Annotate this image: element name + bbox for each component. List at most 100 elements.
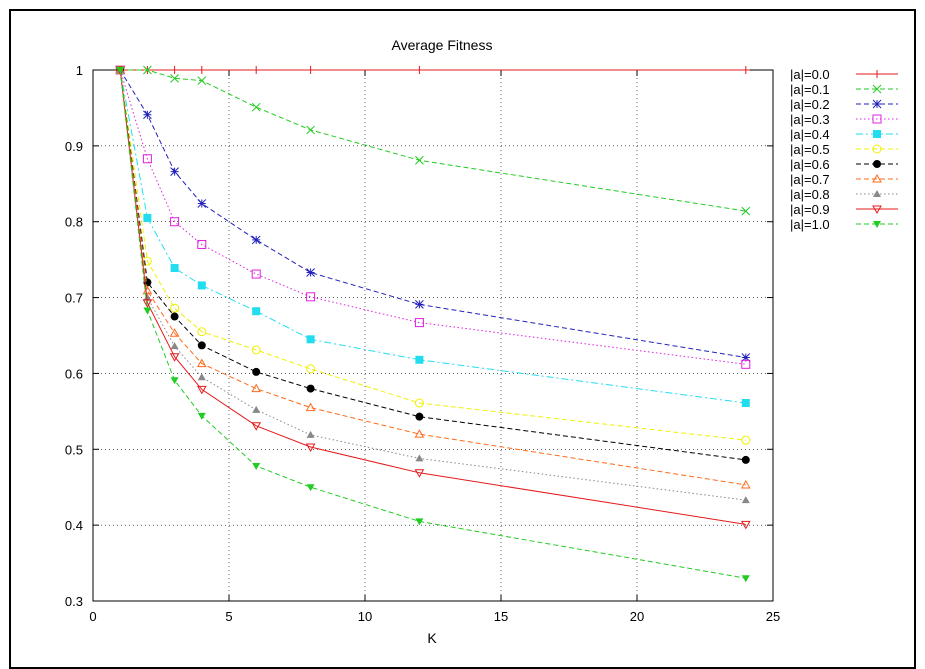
data-point: [415, 155, 424, 165]
data-point: [741, 206, 751, 216]
series-0: [116, 66, 750, 74]
series-10: [116, 67, 750, 583]
data-point: [415, 355, 424, 364]
data-point: [414, 429, 425, 438]
data-point: [170, 312, 179, 321]
y-tick-label: 0.5: [65, 442, 83, 457]
data-point: [197, 239, 207, 249]
legend-label: |a|=1.0: [790, 217, 830, 232]
data-point: [197, 76, 207, 85]
x-tick-label: 20: [630, 609, 644, 624]
x-tick-label: 25: [766, 609, 780, 624]
data-point: [306, 268, 315, 277]
data-point: [741, 435, 751, 445]
data-point: [197, 281, 206, 290]
data-point: [169, 353, 180, 362]
legend-label: |a|=0.1: [790, 82, 830, 97]
y-tick-label: 0.9: [65, 139, 83, 154]
data-point: [197, 199, 207, 208]
data-point: [415, 518, 424, 526]
series-5: [115, 65, 751, 445]
legend: |a|=0.0|a|=0.1|a|=0.2|a|=0.3|a|=0.4|a|=0…: [790, 67, 898, 232]
data-point: [306, 364, 316, 374]
series-3: [115, 65, 751, 369]
data-point: [252, 405, 261, 413]
data-point: [170, 342, 179, 350]
legend-label: |a|=0.3: [790, 112, 830, 127]
data-point: [306, 484, 315, 492]
data-point: [197, 412, 206, 420]
data-point: [414, 318, 424, 328]
data-point: [741, 399, 750, 408]
data-point: [741, 455, 750, 464]
series-line: [119, 69, 746, 365]
x-axis-label: K: [427, 630, 437, 646]
data-point: [740, 520, 751, 530]
legend-label: |a|=0.5: [790, 142, 830, 157]
legend-item: |a|=0.1: [790, 82, 898, 97]
data-point: [196, 385, 207, 395]
legend-item: |a|=0.7: [790, 172, 898, 187]
data-point: [251, 345, 261, 355]
series-line: [119, 69, 746, 404]
data-point: [741, 575, 750, 583]
legend-item: |a|=0.3: [790, 112, 898, 127]
data-point: [170, 217, 180, 227]
data-point: [414, 398, 424, 408]
data-point: [142, 154, 152, 164]
series-group: [115, 64, 751, 583]
data-point: [415, 454, 424, 462]
data-point: [306, 66, 315, 74]
figure-frame: [9, 9, 916, 669]
data-point: [143, 110, 152, 120]
data-point: [741, 496, 750, 504]
data-point: [740, 479, 751, 489]
data-point: [305, 443, 316, 453]
legend-label: |a|=0.0: [790, 67, 830, 82]
data-point: [170, 66, 179, 74]
data-point: [741, 359, 751, 369]
series-7: [115, 64, 751, 489]
series-line: [119, 69, 746, 501]
series-line: [119, 69, 746, 461]
series-line: [120, 69, 746, 212]
data-point: [306, 430, 315, 438]
data-point: [170, 377, 179, 385]
series-6: [116, 66, 750, 464]
data-point: [170, 303, 180, 313]
data-point: [170, 167, 179, 177]
data-point: [415, 66, 424, 74]
data-point: [872, 99, 882, 109]
data-point: [251, 102, 261, 112]
legend-item: |a|=0.0: [790, 67, 898, 82]
legend-label: |a|=0.6: [790, 157, 830, 172]
data-point: [252, 307, 261, 316]
data-point: [143, 293, 152, 301]
legend-label: |a|=0.7: [790, 172, 830, 187]
legend-item: |a|=0.2: [790, 97, 898, 112]
data-point: [306, 125, 315, 135]
data-point: [872, 144, 882, 154]
data-point: [197, 66, 206, 74]
data-point: [252, 367, 261, 376]
series-4: [116, 66, 750, 408]
data-point: [306, 292, 316, 302]
x-tick-label: 0: [89, 609, 96, 624]
data-point: [873, 221, 881, 228]
legend-label: |a|=0.9: [790, 202, 830, 217]
axis-ticks: 0 5 10 15 20 25 0.3 0.4 0.5 0.6 0.7 0.8 0.9 1: [65, 63, 780, 624]
data-point: [197, 327, 207, 337]
series-2: [115, 65, 751, 362]
data-point: [873, 190, 881, 197]
data-point: [872, 84, 882, 94]
data-point: [251, 422, 262, 431]
data-point: [872, 173, 882, 183]
data-point: [196, 358, 207, 368]
data-point: [873, 130, 881, 138]
data-point: [415, 412, 424, 421]
series-line: [119, 69, 746, 486]
series-line: [119, 69, 746, 579]
y-tick-label: 0.7: [65, 291, 83, 306]
data-point: [873, 70, 881, 78]
y-tick-label: 0.4: [65, 518, 83, 533]
